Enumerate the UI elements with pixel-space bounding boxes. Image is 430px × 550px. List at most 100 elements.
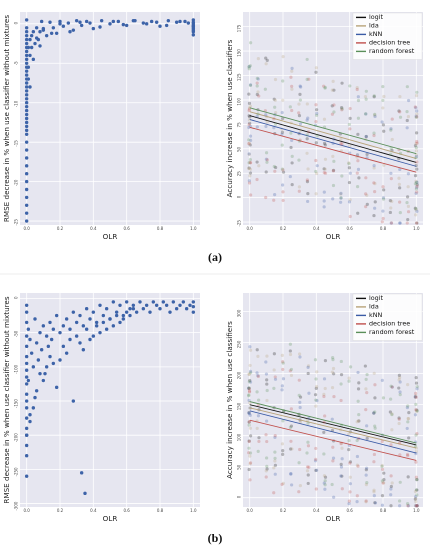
data-point — [280, 442, 285, 446]
data-point — [33, 395, 37, 400]
data-point — [108, 317, 112, 321]
data-point — [281, 449, 285, 453]
data-point — [248, 83, 253, 87]
data-point — [58, 358, 62, 362]
x-tick-label: 1.0 — [190, 508, 197, 513]
data-point — [415, 477, 419, 482]
data-point — [390, 385, 394, 389]
data-point — [83, 491, 87, 496]
y-tick-label: 0 — [13, 21, 18, 24]
data-point — [389, 474, 393, 478]
data-point — [298, 447, 302, 452]
data-point — [54, 385, 59, 390]
data-point — [322, 394, 326, 399]
data-point — [398, 167, 402, 172]
data-point — [373, 424, 377, 428]
data-point — [24, 443, 29, 448]
data-point — [191, 304, 196, 309]
data-point — [184, 307, 189, 311]
data-point — [272, 368, 276, 372]
data-point — [307, 391, 311, 395]
data-point — [415, 493, 419, 497]
data-point — [315, 468, 319, 472]
data-point — [161, 300, 166, 304]
data-point — [372, 95, 376, 99]
data-point — [332, 394, 336, 399]
data-point — [297, 490, 301, 494]
data-point — [314, 468, 318, 473]
data-point — [265, 439, 269, 444]
data-point — [290, 447, 294, 451]
data-point — [298, 355, 302, 359]
data-point — [247, 65, 251, 69]
data-point — [406, 416, 410, 421]
data-point — [313, 358, 318, 362]
data-point — [348, 116, 352, 120]
data-point — [248, 345, 252, 349]
data-point — [288, 342, 292, 346]
data-point — [24, 303, 29, 308]
legend-label: decision tree — [369, 320, 410, 328]
data-point — [280, 130, 285, 134]
data-point — [398, 393, 402, 397]
data-point — [24, 399, 29, 403]
data-point — [148, 310, 152, 314]
data-point — [290, 182, 294, 187]
data-point — [247, 389, 252, 393]
data-point — [406, 185, 410, 189]
data-point — [273, 98, 277, 102]
data-point — [390, 117, 394, 121]
data-point — [364, 500, 368, 504]
data-point — [405, 200, 409, 205]
data-point — [255, 114, 259, 118]
data-point — [398, 453, 402, 457]
data-point — [397, 109, 401, 113]
data-point — [265, 58, 269, 62]
y-tick-label: -20 — [13, 179, 18, 186]
data-point — [299, 85, 303, 89]
data-point — [28, 85, 32, 89]
data-point — [280, 353, 284, 358]
data-point — [297, 393, 301, 397]
data-point — [373, 112, 377, 116]
data-point — [265, 378, 269, 382]
data-point — [181, 300, 186, 304]
data-point — [41, 378, 46, 383]
data-point — [38, 330, 42, 335]
data-point — [264, 360, 268, 364]
data-point — [256, 77, 260, 81]
x-tick-label: 1.0 — [190, 226, 197, 231]
data-point — [331, 358, 335, 362]
data-point — [356, 98, 361, 103]
data-point — [247, 166, 251, 170]
data-point — [61, 24, 66, 28]
data-point — [380, 439, 384, 444]
data-point — [265, 158, 269, 162]
data-point — [191, 18, 196, 22]
legend-label: kNN — [369, 30, 382, 38]
data-point — [357, 412, 361, 417]
data-point — [398, 221, 402, 225]
data-point — [265, 398, 269, 403]
y-tick-label: -25 — [13, 219, 18, 226]
data-point — [48, 320, 52, 325]
data-point — [322, 141, 327, 145]
data-point — [247, 125, 251, 130]
data-point — [372, 490, 376, 494]
data-point — [24, 18, 29, 22]
x-tick-label: 0.4 — [90, 226, 97, 231]
data-point — [398, 211, 402, 215]
data-point — [381, 196, 386, 200]
data-point — [340, 107, 344, 111]
legend-label: decision tree — [369, 39, 410, 47]
data-point — [349, 365, 353, 369]
data-point — [405, 118, 409, 123]
data-point — [365, 372, 369, 377]
data-point — [340, 142, 344, 146]
data-point — [289, 424, 294, 428]
data-point — [373, 182, 377, 186]
data-point — [24, 474, 29, 478]
data-point — [381, 185, 385, 189]
data-point — [49, 31, 54, 35]
data-point — [306, 130, 311, 134]
